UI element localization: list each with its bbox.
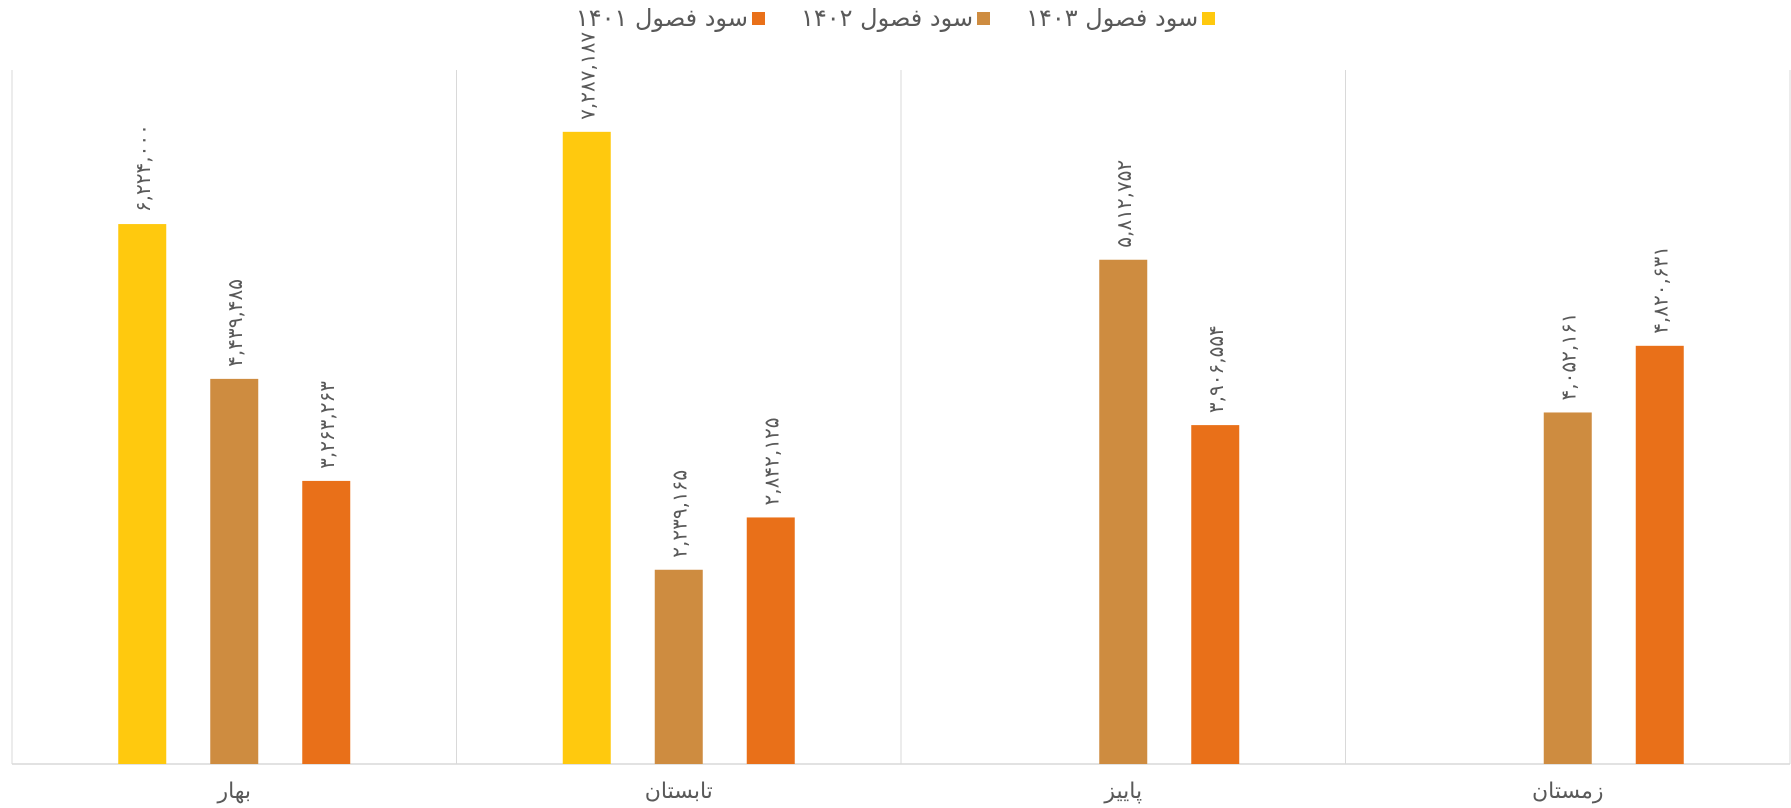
legend-label-1403: سود فصول ۱۴۰۳ (1026, 4, 1199, 32)
data-label: ۷,۲۸۷,۱۸۷ (576, 32, 600, 120)
category-label: زمستان (1532, 779, 1604, 804)
data-label: ۳,۹۰۶,۵۵۴ (1204, 325, 1228, 413)
data-label: ۲,۸۴۲,۱۲۵ (760, 418, 784, 506)
data-label: ۴,۸۲۰,۶۳۱ (1649, 246, 1673, 334)
bar (562, 131, 611, 764)
category-label: پاییز (1103, 779, 1142, 804)
bar (746, 517, 795, 764)
data-label: ۵,۸۱۲,۷۵۲ (1112, 160, 1136, 248)
bar (1543, 412, 1592, 764)
data-label: ۶,۲۲۴,۰۰۰ (131, 124, 155, 212)
legend-item-1401: سود فصول ۱۴۰۱ (576, 4, 765, 32)
legend-swatch-1403 (1202, 11, 1216, 25)
data-label: ۴,۴۳۹,۴۸۵ (223, 279, 247, 367)
bar (302, 480, 351, 764)
chart-legend: سود فصول ۱۴۰۳ سود فصول ۱۴۰۲ سود فصول ۱۴۰… (0, 4, 1791, 32)
legend-item-1402: سود فصول ۱۴۰۲ (800, 4, 991, 32)
legend-label-1402: سود فصول ۱۴۰۲ (800, 4, 974, 32)
legend-swatch-1401 (751, 11, 765, 25)
bar (654, 569, 703, 764)
data-label: ۴,۰۵۲,۱۶۱ (1557, 313, 1581, 401)
category-label: تابستان (645, 779, 713, 804)
bar (118, 224, 167, 764)
legend-item-1403: سود فصول ۱۴۰۳ (1026, 4, 1216, 32)
legend-swatch-1402 (977, 11, 991, 25)
data-label: ۲,۲۳۹,۱۶۵ (668, 470, 692, 558)
bar (1191, 425, 1240, 764)
data-label: ۳,۲۶۳,۲۶۳ (315, 381, 339, 469)
legend-label-1401: سود فصول ۱۴۰۱ (575, 4, 748, 32)
bar (1635, 345, 1684, 764)
bar (1099, 259, 1148, 764)
bar (210, 378, 259, 764)
category-label: بهار (216, 779, 251, 804)
